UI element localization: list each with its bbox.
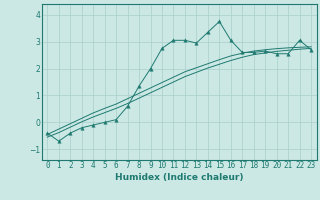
X-axis label: Humidex (Indice chaleur): Humidex (Indice chaleur) [115,173,244,182]
